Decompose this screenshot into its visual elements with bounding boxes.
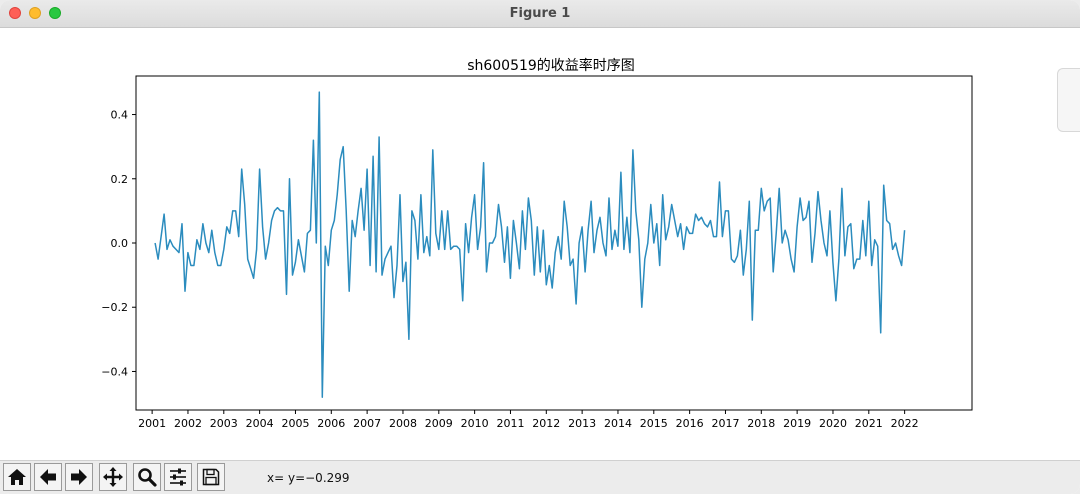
x-tick-label: 2022 [891, 417, 919, 430]
x-tick-label: 2017 [711, 417, 739, 430]
x-tick-label: 2008 [389, 417, 417, 430]
series-group [154, 91, 906, 398]
sliders-icon [170, 468, 186, 486]
home-button[interactable] [3, 463, 31, 491]
x-tick-label: 2010 [461, 417, 489, 430]
x-tick-label: 2015 [640, 417, 668, 430]
x-tick-label: 2011 [496, 417, 524, 430]
pan-button[interactable] [99, 463, 127, 491]
back-button[interactable] [34, 463, 62, 491]
y-tick-label: −0.4 [101, 365, 128, 378]
x-tick-label: 2019 [783, 417, 811, 430]
y-tick-label: 0.2 [111, 173, 129, 186]
arrow-left-icon [40, 469, 56, 485]
x-tick-label: 2013 [568, 417, 596, 430]
home-icon [8, 469, 26, 485]
figure-canvas[interactable]: sh600519的收益率时序图 0.4 0.2 0.0 −0.2 −0.4 2001 20… [0, 28, 1080, 460]
returns-line-chart: sh600519的收益率时序图 0.40.20.0−0.2−0.4 2001 20… [101, 57, 973, 430]
forward-button[interactable] [65, 463, 93, 491]
x-tick-label: 2016 [676, 417, 704, 430]
x-tick-label: 2006 [317, 417, 345, 430]
x-tick-label: 2012 [532, 417, 560, 430]
x-tick-label: 2007 [353, 417, 381, 430]
title-bar: Figure 1 [0, 0, 1080, 28]
x-tick-label: 2003 [210, 417, 238, 430]
x-tick-label: 2021 [855, 417, 883, 430]
x-tick-label: 2004 [246, 417, 274, 430]
zoom-icon [138, 468, 157, 487]
side-scroll-panel[interactable] [1057, 68, 1080, 132]
returns-series-line [154, 91, 906, 398]
y-axis: 0.4 0.2 0.0 −0.2 −0.4 [101, 109, 136, 378]
x-tick-label: 2020 [819, 417, 847, 430]
zoom-button[interactable] [133, 463, 161, 491]
maximize-window-button[interactable] [49, 7, 61, 19]
window-title: Figure 1 [509, 6, 571, 21]
x-tick-label: 2018 [747, 417, 775, 430]
y-tick-label: 0.0 [111, 237, 129, 250]
configure-subplots-button[interactable] [164, 463, 192, 491]
chart-title: sh600519的收益率时序图 [467, 57, 635, 74]
x-axis: 2001 2002 2003 2004 2005 2006 2007 2008 2009 2010… [138, 410, 919, 430]
save-icon [202, 468, 220, 486]
close-window-button[interactable] [9, 7, 21, 19]
arrow-right-icon [71, 469, 87, 485]
x-tick-label: 2001 [138, 417, 166, 430]
x-tick-label: 2005 [281, 417, 309, 430]
minimize-window-button[interactable] [29, 7, 41, 19]
y-tick-label: 0.4 [111, 109, 129, 122]
move-icon [103, 467, 123, 487]
x-tick-label: 2009 [425, 417, 453, 430]
coordinate-readout: x= y=−0.299 [267, 471, 350, 485]
navigation-toolbar: x= y=−0.299 [0, 460, 1080, 494]
y-tick-label: −0.2 [101, 301, 128, 314]
x-tick-label: 2002 [174, 417, 202, 430]
save-figure-button[interactable] [197, 463, 225, 491]
x-tick-label: 2014 [604, 417, 632, 430]
